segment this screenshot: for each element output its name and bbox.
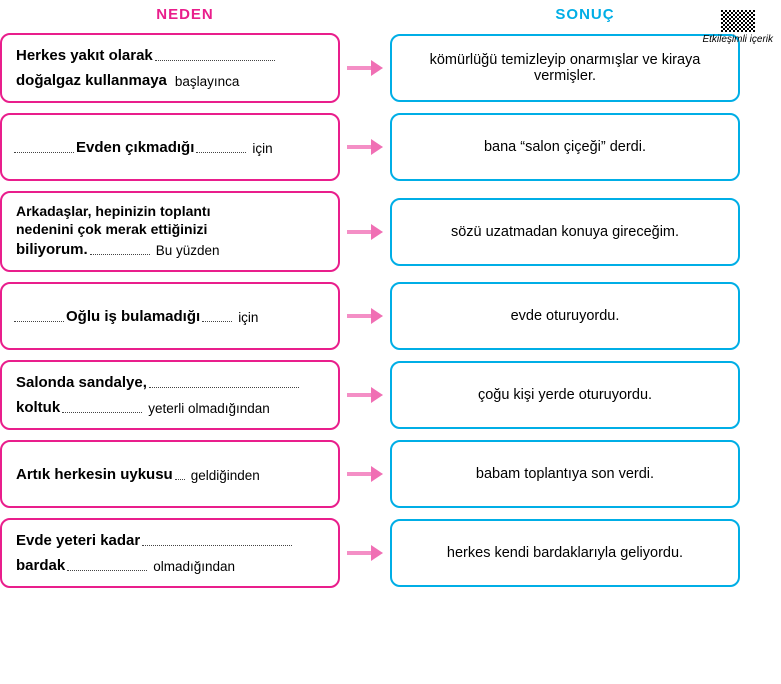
neden-box: Salonda sandalye, koltuk yeterli olmadığın… [0, 360, 340, 430]
neden-filled-text: Evden çıkmadığı [74, 139, 196, 156]
neden-connector: olmadığından [147, 559, 235, 574]
rows-container: Herkes yakıt olarakdoğalgaz kullanmayaba… [0, 33, 781, 588]
neden-filled-text: biliyorum. [14, 241, 90, 258]
neden-box: Arkadaşlar, hepinizin toplantı nedenini ç… [0, 191, 340, 272]
neden-filled-text: Evde yeteri kadar [14, 532, 142, 549]
arrow-icon [347, 308, 383, 324]
neden-filled-text: bardak [14, 557, 67, 574]
sonuc-box: evde oturuyordu. [390, 282, 740, 350]
row: Herkes yakıt olarak doğalgaz kullanmayaba… [0, 33, 781, 103]
arrow-cell [340, 308, 390, 324]
neden-dotted-line: Artık herkesin uykusu geldiğinden [14, 466, 326, 483]
qr-corner: Etkileşimli içerik [702, 10, 773, 45]
neden-filled-text: Herkes yakıt olarak [14, 47, 155, 64]
arrow-icon [347, 139, 383, 155]
arrow-icon [347, 60, 383, 76]
arrow-icon [347, 466, 383, 482]
neden-box: Evde yeteri kadar bardak olmadığından [0, 518, 340, 588]
arrow-cell [340, 60, 390, 76]
sonuc-box: kömürlüğü temizleyip onarmışlar ve kiray… [390, 34, 740, 102]
qr-label: Etkileşimli içerik [702, 34, 773, 45]
row: Arkadaşlar, hepinizin toplantı nedenini ç… [0, 191, 781, 272]
row: Oğlu iş bulamadığı için evde oturuyordu. [0, 282, 781, 350]
neden-dotted-line: doğalgaz kullanmayabaşlayınca [14, 72, 326, 89]
neden-dotted-line: Oğlu iş bulamadığı için [14, 308, 326, 325]
arrow-cell [340, 466, 390, 482]
row: Salonda sandalye, koltuk yeterli olmadığın… [0, 360, 781, 430]
neden-connector: Bu yüzden [150, 243, 220, 258]
neden-connector: için [246, 141, 272, 156]
neden-connector: için [232, 310, 258, 325]
neden-dotted-line: Salonda sandalye, [14, 374, 326, 391]
neden-box: Oğlu iş bulamadığı için [0, 282, 340, 350]
neden-plain-text: nedenini çok merak ettiğinizi [14, 221, 326, 237]
row: Evden çıkmadığı için bana “salon çiçeği” d… [0, 113, 781, 181]
neden-dotted-line: biliyorum. Bu yüzden [14, 241, 326, 258]
neden-filled-text: Oğlu iş bulamadığı [64, 308, 202, 325]
arrow-icon [347, 545, 383, 561]
neden-connector: başlayınca [169, 74, 240, 89]
sonuc-box: sözü uzatmadan konuya gireceğim. [390, 198, 740, 266]
neden-plain-text: Arkadaşlar, hepinizin toplantı [14, 203, 326, 219]
arrow-icon [347, 224, 383, 240]
neden-dotted-line: Herkes yakıt olarak [14, 47, 326, 64]
column-headers: NEDEN SONUÇ [0, 6, 781, 23]
arrow-cell [340, 387, 390, 403]
sonuc-box: çoğu kişi yerde oturuyordu. [390, 361, 740, 429]
header-neden: NEDEN [0, 6, 370, 23]
arrow-cell [340, 139, 390, 155]
neden-connector: yeterli olmadığından [142, 401, 270, 416]
neden-filled-text: koltuk [14, 399, 62, 416]
neden-filled-text: doğalgaz kullanmaya [14, 72, 169, 89]
neden-filled-text: Artık herkesin uykusu [14, 466, 175, 483]
arrow-cell [340, 545, 390, 561]
row: Evde yeteri kadar bardak olmadığından herke… [0, 518, 781, 588]
neden-dotted-line: bardak olmadığından [14, 557, 326, 574]
row: Artık herkesin uykusu geldiğinden babam to… [0, 440, 781, 508]
neden-dotted-line: Evde yeteri kadar [14, 532, 326, 549]
neden-filled-text: Salonda sandalye, [14, 374, 149, 391]
arrow-icon [347, 387, 383, 403]
neden-connector: geldiğinden [185, 468, 260, 483]
neden-box: Herkes yakıt olarak doğalgaz kullanmayaba… [0, 33, 340, 103]
sonuc-box: bana “salon çiçeği” derdi. [390, 113, 740, 181]
qr-icon [721, 10, 755, 32]
neden-dotted-line: Evden çıkmadığı için [14, 139, 326, 156]
sonuc-box: herkes kendi bardaklarıyla geliyordu. [390, 519, 740, 587]
neden-box: Evden çıkmadığı için [0, 113, 340, 181]
arrow-cell [340, 224, 390, 240]
neden-dotted-line: koltuk yeterli olmadığından [14, 399, 326, 416]
neden-box: Artık herkesin uykusu geldiğinden [0, 440, 340, 508]
sonuc-box: babam toplantıya son verdi. [390, 440, 740, 508]
